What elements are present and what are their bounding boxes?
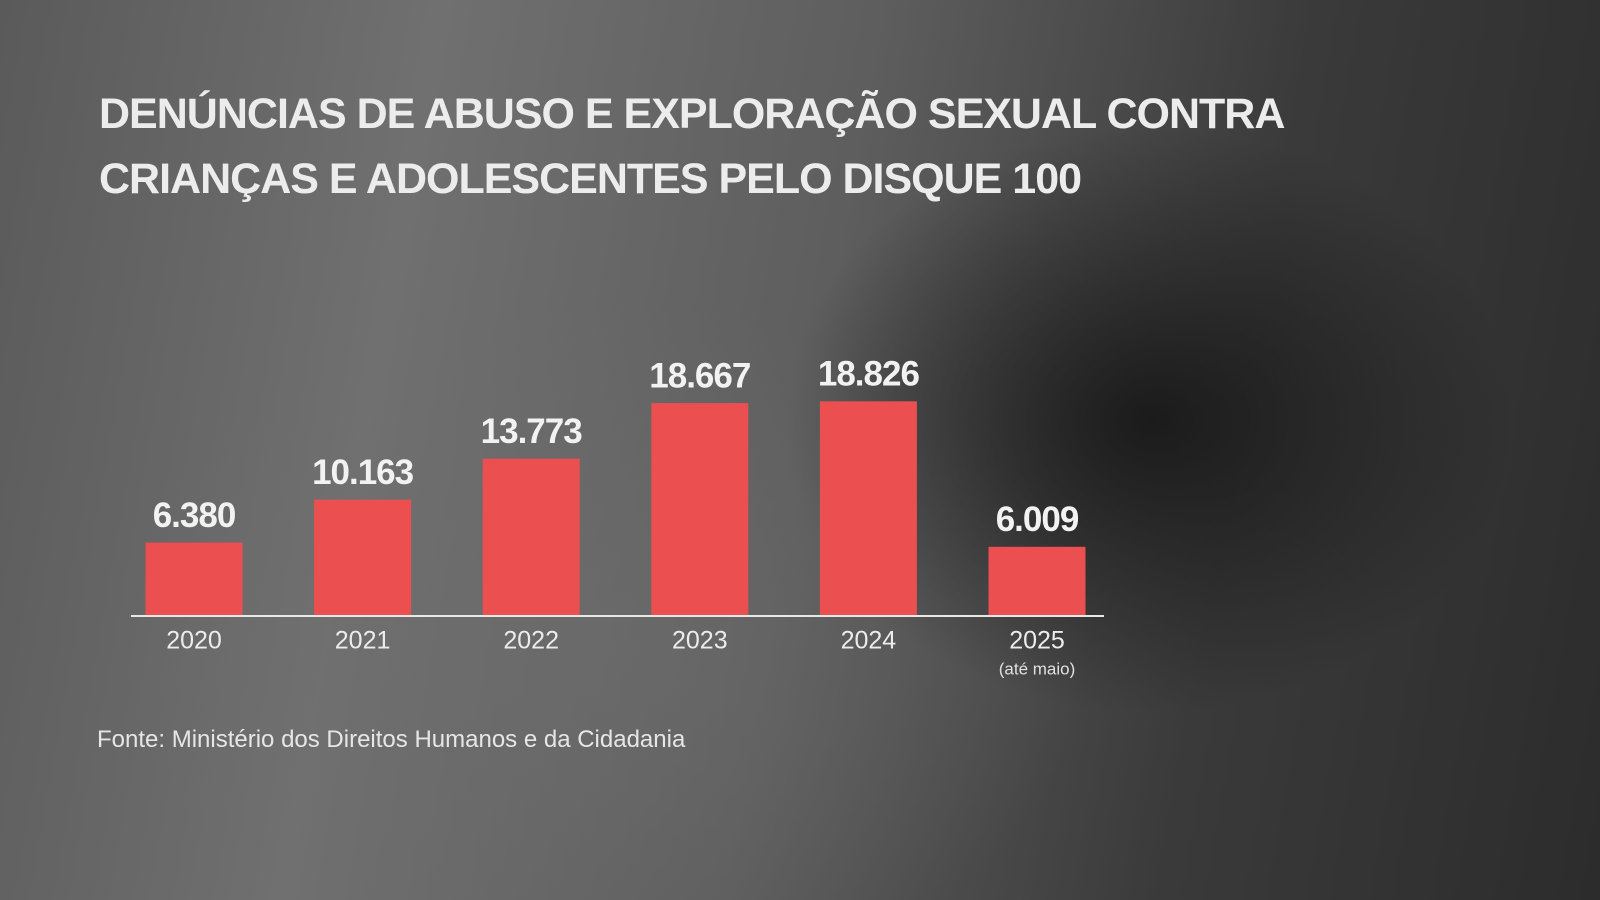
value-label: 18.826 xyxy=(818,355,920,394)
x-tick-sublabel: (até maio) xyxy=(999,659,1076,678)
x-tick-label: 2021 xyxy=(335,627,391,655)
bar xyxy=(651,403,749,615)
x-tick-label: 2020 xyxy=(166,627,222,655)
value-label: 6.009 xyxy=(996,500,1079,539)
bar xyxy=(314,499,412,615)
value-label: 10.163 xyxy=(312,453,414,492)
x-tick-label: 2022 xyxy=(503,627,559,655)
value-label: 6.380 xyxy=(153,496,236,535)
bar xyxy=(145,542,243,615)
value-label: 13.773 xyxy=(481,412,583,451)
x-tick-label: 2023 xyxy=(672,627,728,655)
x-tick-label: 2025 xyxy=(1009,627,1065,655)
bar xyxy=(819,401,917,615)
bar xyxy=(988,546,1086,615)
value-label: 18.667 xyxy=(649,356,750,395)
chart-title: CRIANÇAS E ADOLESCENTES PELO DISQUE 100 xyxy=(99,155,1082,203)
source: Fonte: Ministério dos Direitos Humanos e… xyxy=(97,726,686,753)
chart-title: DENÚNCIAS DE ABUSO E EXPLORAÇÃO SEXUAL C… xyxy=(99,90,1285,138)
bar xyxy=(482,458,580,615)
x-tick-label: 2024 xyxy=(841,627,897,655)
